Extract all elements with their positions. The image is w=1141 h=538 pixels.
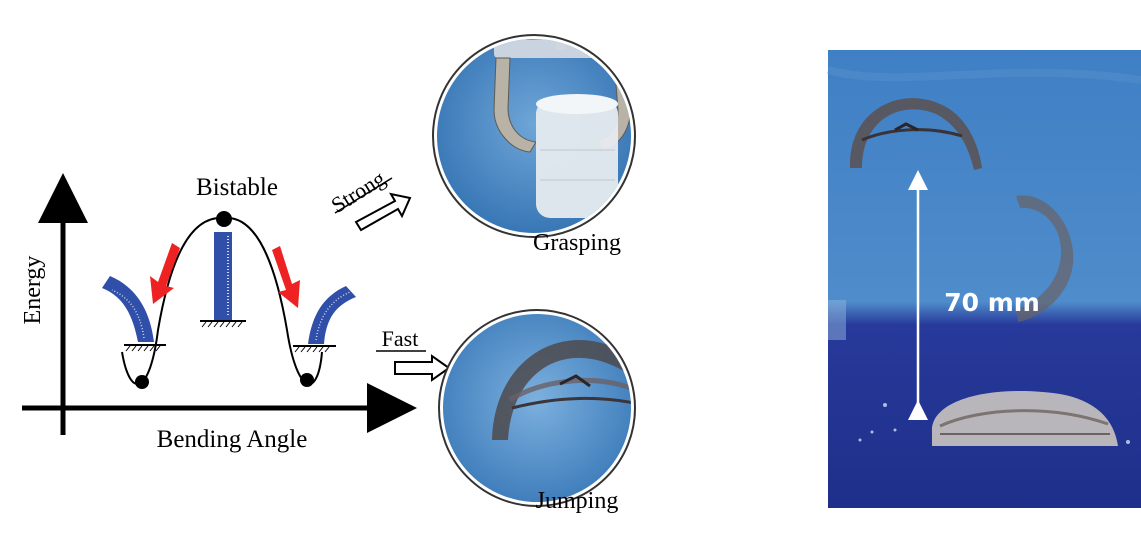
motion-blur-gripper <box>1016 195 1074 322</box>
right-minimum-ball <box>300 373 314 387</box>
center-beam <box>214 232 232 320</box>
fast-arrow-group: Fast <box>376 326 451 382</box>
grasping-label: Grasping <box>533 230 621 256</box>
x-axis-label: Bending Angle <box>157 426 308 453</box>
right-bent-beam <box>308 286 356 344</box>
energy-diagram: Energy Bending Angle Bistable <box>20 173 417 453</box>
y-axis-label: Energy <box>20 256 46 325</box>
fast-label: Fast <box>382 326 419 351</box>
jump-height-photo: 70 mm <box>826 50 1141 508</box>
jumping-arch <box>492 340 631 444</box>
strong-arrow-group: Strong <box>327 165 412 232</box>
grasped-tape-roll <box>536 100 618 218</box>
left-red-arrow <box>150 243 180 304</box>
left-minimum-ball <box>135 375 149 389</box>
height-label: 70 mm <box>944 288 1040 317</box>
jumping-photo: Jumping <box>438 309 636 514</box>
left-bent-beam <box>102 276 154 342</box>
jumping-label: Jumping <box>536 488 619 514</box>
strong-hollow-arrow <box>354 192 412 232</box>
peak-ball <box>216 211 232 227</box>
landed-gripper <box>931 391 1118 446</box>
airborne-gripper <box>849 98 982 170</box>
bistable-label: Bistable <box>196 174 278 201</box>
grasping-photo: Grasping <box>432 34 636 256</box>
left-gripper-finger <box>493 57 537 153</box>
right-red-arrow <box>272 246 300 308</box>
fast-hollow-arrow <box>394 354 451 382</box>
